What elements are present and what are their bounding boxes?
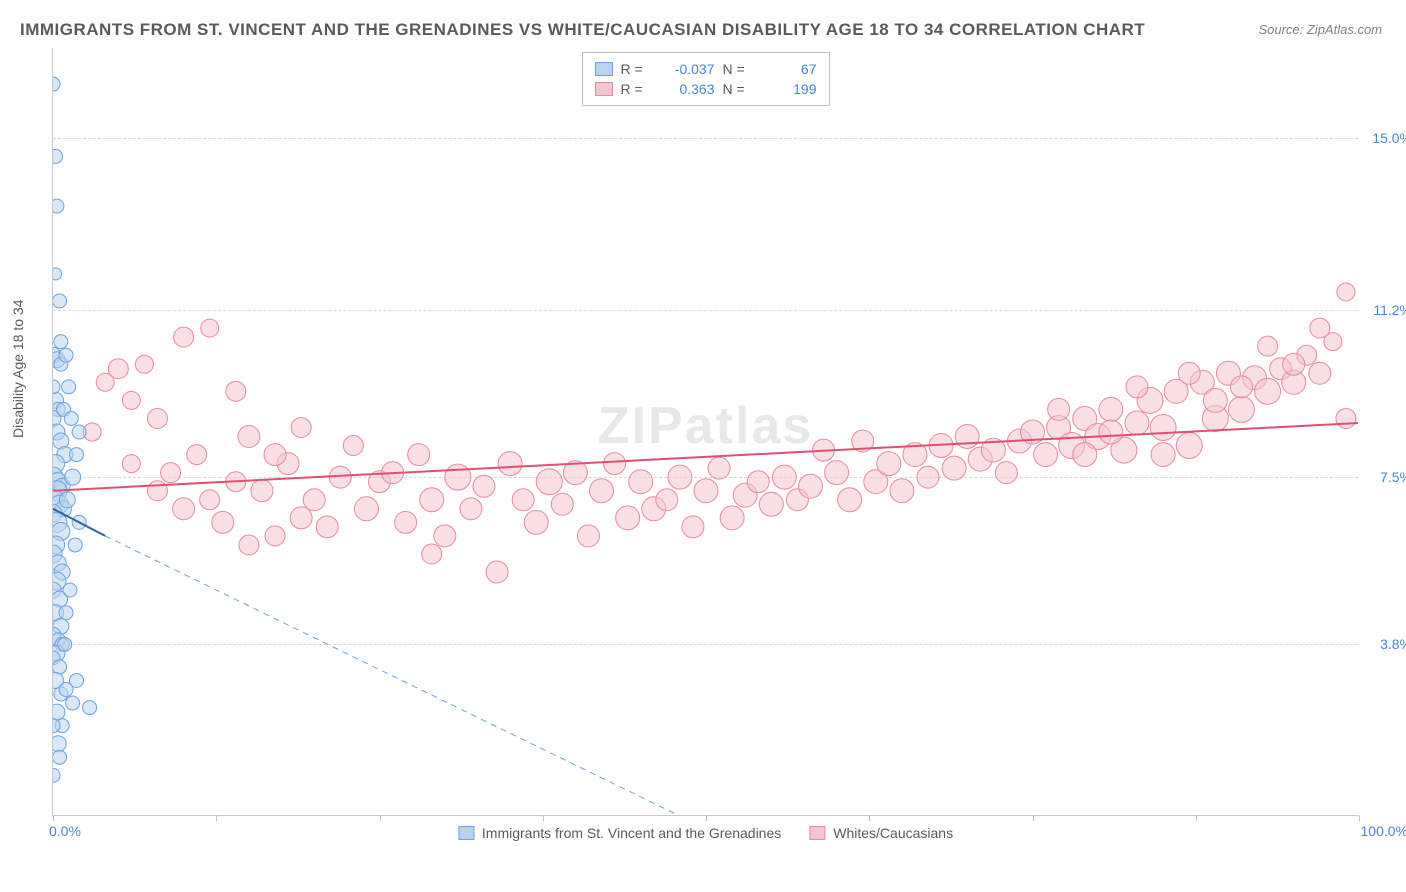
y-tick-label: 7.5% <box>1380 469 1406 485</box>
chart-area: ZIPatlas R = -0.037 N = 67 R = 0.363 N =… <box>52 48 1358 816</box>
x-tick <box>543 815 544 821</box>
chart-title: IMMIGRANTS FROM ST. VINCENT AND THE GREN… <box>20 20 1145 40</box>
x-tick <box>216 815 217 821</box>
series-label-pink: Whites/Caucasians <box>833 825 953 841</box>
legend-item-blue: Immigrants from St. Vincent and the Gren… <box>458 825 781 841</box>
legend-row-pink: R = 0.363 N = 199 <box>595 79 817 99</box>
y-tick-label: 15.0% <box>1372 130 1406 146</box>
x-tick <box>380 815 381 821</box>
scatter-plot <box>53 48 1358 815</box>
r-value-pink: 0.363 <box>659 79 715 99</box>
x-min-label: 0.0% <box>49 823 81 839</box>
x-tick <box>869 815 870 821</box>
swatch-blue-icon <box>595 62 613 76</box>
legend-item-pink: Whites/Caucasians <box>809 825 953 841</box>
x-tick <box>706 815 707 821</box>
r-label: R = <box>621 59 651 79</box>
series-label-blue: Immigrants from St. Vincent and the Gren… <box>482 825 781 841</box>
y-tick-label: 3.8% <box>1380 636 1406 652</box>
x-tick <box>1359 815 1360 821</box>
x-max-label: 100.0% <box>1361 823 1406 839</box>
y-tick-label: 11.2% <box>1373 302 1406 318</box>
swatch-blue-icon <box>458 826 474 840</box>
legend-series: Immigrants from St. Vincent and the Gren… <box>458 825 953 841</box>
r-label: R = <box>621 79 651 99</box>
r-value-blue: -0.037 <box>659 59 715 79</box>
legend-row-blue: R = -0.037 N = 67 <box>595 59 817 79</box>
n-value-pink: 199 <box>761 79 817 99</box>
y-axis-label: Disability Age 18 to 34 <box>10 299 26 438</box>
x-tick <box>1033 815 1034 821</box>
source-label: Source: ZipAtlas.com <box>1258 22 1382 37</box>
swatch-pink-icon <box>809 826 825 840</box>
swatch-pink-icon <box>595 82 613 96</box>
n-value-blue: 67 <box>761 59 817 79</box>
n-label: N = <box>723 79 753 99</box>
legend-stats: R = -0.037 N = 67 R = 0.363 N = 199 <box>582 52 830 106</box>
x-tick <box>1196 815 1197 821</box>
x-tick <box>53 815 54 821</box>
n-label: N = <box>723 59 753 79</box>
